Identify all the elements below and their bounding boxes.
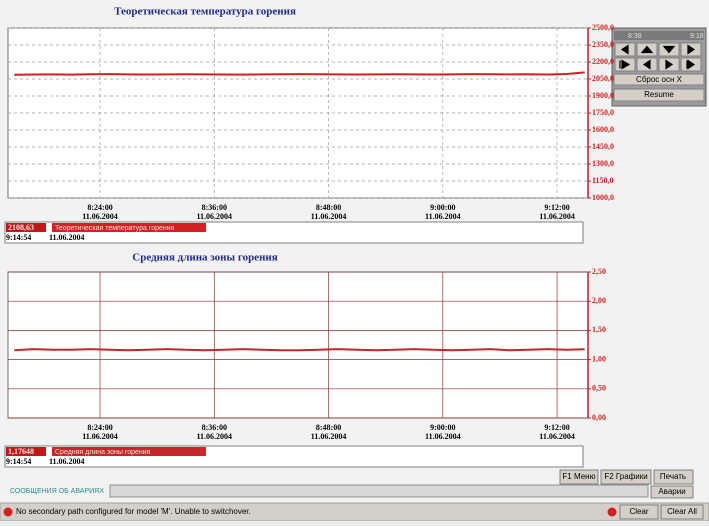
- x-tick-label: 9:12:00: [544, 423, 569, 432]
- print-label: Печать: [660, 472, 686, 481]
- readout-value: 2108,63: [8, 223, 34, 232]
- alarms-label: Аварии: [658, 487, 685, 496]
- arrow-buttons: [614, 42, 702, 72]
- x-tick-label: 8:36:00: [202, 423, 227, 432]
- x-tick-label: 9:00:00: [430, 203, 455, 212]
- arrow-icon: [642, 59, 651, 70]
- y-tick-label: 1750,0: [592, 108, 614, 117]
- graphs-label: F2 Графики: [604, 472, 647, 481]
- x-tick-label: 9:00:00: [430, 423, 455, 432]
- y-tick-label: 1600,0: [592, 125, 614, 134]
- readout-bg: [6, 223, 46, 232]
- clear-label: Clear: [629, 507, 648, 516]
- readout-date: 11.06.2004: [49, 457, 85, 466]
- time-end: 9:18: [690, 33, 704, 40]
- y-tick-label: 1,50: [592, 325, 606, 334]
- y-tick-label: 2,50: [592, 267, 606, 276]
- status-message: No secondary path configured for model '…: [16, 507, 251, 516]
- x-tick-date: 11.06.2004: [82, 432, 118, 441]
- legend-name: Средняя длина зоны горения: [55, 449, 151, 456]
- clear-icon: [607, 507, 617, 517]
- x-tick-label: 8:48:00: [316, 203, 341, 212]
- y-tick-label: 2200,0: [592, 57, 614, 66]
- arrow-icon: [687, 44, 696, 55]
- legend-swatch: [52, 223, 206, 232]
- x-tick-date: 11.06.2004: [197, 212, 233, 221]
- alarms-button[interactable]: [650, 485, 694, 499]
- x-tick-label: 8:36:00: [202, 203, 227, 212]
- alarm-messages-label: СООБЩЕНИЯ ОБ АВАРИЯХ: [10, 488, 104, 495]
- chart-title: Теоретическая температура горения: [114, 6, 296, 18]
- arrow-icon: [665, 59, 674, 70]
- y-tick-label: 1000,0: [592, 193, 614, 202]
- x-tick-date: 11.06.2004: [425, 212, 461, 221]
- menu-button[interactable]: [559, 469, 599, 485]
- x-tick-label: 8:24:00: [87, 423, 112, 432]
- y-tick-label: 2,00: [592, 296, 606, 305]
- x-tick-label: 8:48:00: [316, 423, 341, 432]
- arrow-icon: [619, 59, 631, 70]
- x-tick-label: 8:24:00: [87, 203, 112, 212]
- readout-bg: [6, 447, 46, 456]
- readout-time: 9:14:54: [6, 233, 31, 242]
- x-tick-date: 11.06.2004: [539, 212, 575, 221]
- resume-button[interactable]: [613, 88, 705, 102]
- y-tick-label: 1900,0: [592, 91, 614, 100]
- x-tick-date: 11.06.2004: [197, 432, 233, 441]
- arrow-icon: [662, 45, 676, 54]
- y-tick-label: 1,00: [592, 354, 606, 363]
- clear-all-label: Clear All: [667, 507, 697, 516]
- clear-all-button[interactable]: [660, 504, 704, 520]
- reset-x-label: Сброс осн X: [636, 75, 683, 84]
- series-line: [14, 71, 585, 76]
- y-tick-label: 0,50: [592, 384, 606, 393]
- menu-label: F1 Меню: [562, 472, 595, 481]
- x-tick-date: 11.06.2004: [311, 212, 347, 221]
- y-tick-label: 0,00: [592, 413, 606, 422]
- print-button[interactable]: [653, 469, 694, 485]
- y-tick-label: 1450,0: [592, 142, 614, 151]
- plot-area: [7, 271, 589, 419]
- chart-title: Средняя длина зоны горения: [132, 252, 277, 264]
- readout-value: 1,17648: [8, 447, 34, 456]
- x-tick-date: 11.06.2004: [82, 212, 118, 221]
- resume-label: Resume: [644, 90, 674, 99]
- y-tick-label: 2350,0: [592, 40, 614, 49]
- x-tick-date: 11.06.2004: [539, 432, 575, 441]
- x-tick-date: 11.06.2004: [425, 432, 461, 441]
- y-tick-label: 2050,0: [592, 74, 614, 83]
- readout-time: 9:14:54: [6, 457, 31, 466]
- arrow-icon: [620, 44, 629, 55]
- time-start: 8:38: [628, 33, 642, 40]
- alarm-field: [109, 484, 649, 498]
- legend-name: Теоретическая температура горения: [55, 225, 175, 232]
- legend-swatch: [52, 447, 206, 456]
- error-icon: [3, 507, 13, 517]
- y-tick-label: 1150,0: [592, 176, 614, 185]
- graphs-button[interactable]: [600, 469, 652, 485]
- arrow-icon: [686, 59, 696, 70]
- clear-button[interactable]: [619, 504, 659, 520]
- y-tick-label: 1300,0: [592, 159, 614, 168]
- y-tick-label: 2500,0: [592, 23, 614, 32]
- x-tick-date: 11.06.2004: [311, 432, 347, 441]
- series-line: [14, 348, 585, 352]
- readout-date: 11.06.2004: [49, 233, 85, 242]
- time-range: [614, 31, 704, 40]
- arrow-icon: [640, 45, 654, 54]
- x-tick-label: 9:12:00: [544, 203, 569, 212]
- reset-x-button[interactable]: [613, 73, 705, 86]
